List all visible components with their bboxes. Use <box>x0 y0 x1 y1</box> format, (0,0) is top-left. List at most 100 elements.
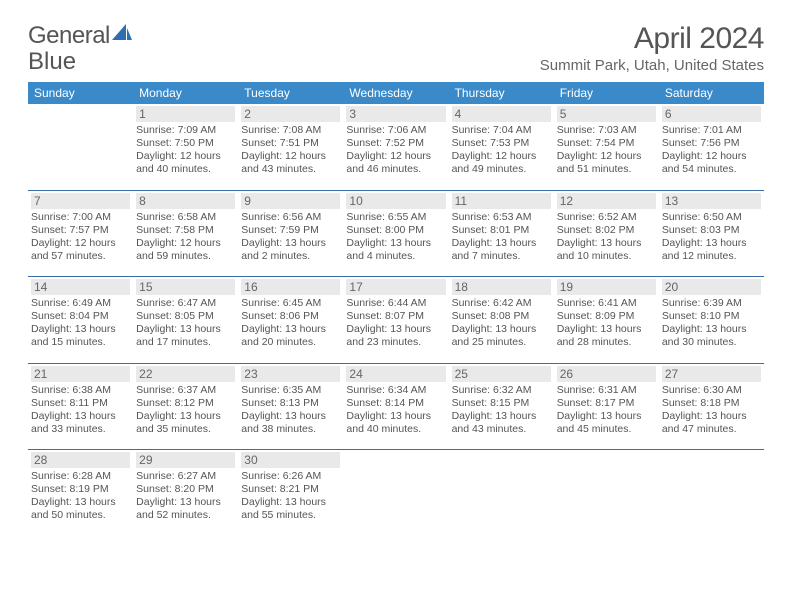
sunrise-line: Sunrise: 7:08 AM <box>241 124 340 137</box>
day-number: 18 <box>452 279 551 295</box>
day-number: 9 <box>241 193 340 209</box>
day-number: 13 <box>662 193 761 209</box>
daylight-line: Daylight: 13 hours and 52 minutes. <box>136 496 235 522</box>
sunset-line: Sunset: 8:07 PM <box>346 310 445 323</box>
day-info: Sunrise: 6:31 AMSunset: 8:17 PMDaylight:… <box>557 384 656 437</box>
day-info: Sunrise: 6:41 AMSunset: 8:09 PMDaylight:… <box>557 297 656 350</box>
day-info: Sunrise: 6:38 AMSunset: 8:11 PMDaylight:… <box>31 384 130 437</box>
day-number: 27 <box>662 366 761 382</box>
logo: General <box>28 22 133 50</box>
daylight-line: Daylight: 12 hours and 43 minutes. <box>241 150 340 176</box>
daylight-line: Daylight: 13 hours and 4 minutes. <box>346 237 445 263</box>
day-info: Sunrise: 6:50 AMSunset: 8:03 PMDaylight:… <box>662 211 761 264</box>
day-cell: 25Sunrise: 6:32 AMSunset: 8:15 PMDayligh… <box>449 364 554 450</box>
day-info: Sunrise: 7:03 AMSunset: 7:54 PMDaylight:… <box>557 124 656 177</box>
daylight-line: Daylight: 13 hours and 40 minutes. <box>346 410 445 436</box>
dow-sunday: Sunday <box>28 82 133 104</box>
sunrise-line: Sunrise: 6:35 AM <box>241 384 340 397</box>
daylight-line: Daylight: 13 hours and 28 minutes. <box>557 323 656 349</box>
day-cell: 27 Sunrise: 6:30 AMSunset: 8:18 PMDayligh… <box>659 364 764 450</box>
day-cell: 11Sunrise: 6:53 AMSunset: 8:01 PMDayligh… <box>449 191 554 277</box>
day-number: 25 <box>452 366 551 382</box>
day-info: Sunrise: 7:01 AMSunset: 7:56 PMDaylight:… <box>662 124 761 177</box>
sunrise-line: Sunrise: 6:53 AM <box>452 211 551 224</box>
day-info: Sunrise: 7:09 AMSunset: 7:50 PMDaylight:… <box>136 124 235 177</box>
header: General April 2024 Summit Park, Utah, Un… <box>28 22 764 74</box>
calendar-table: Sunday Monday Tuesday Wednesday Thursday… <box>28 82 764 536</box>
page-subtitle: Summit Park, Utah, United States <box>540 57 764 74</box>
day-cell: 8Sunrise: 6:58 AMSunset: 7:58 PMDaylight… <box>133 191 238 277</box>
day-cell: 18Sunrise: 6:42 AMSunset: 8:08 PMDayligh… <box>449 277 554 363</box>
day-number: 3 <box>346 106 445 122</box>
dow-wednesday: Wednesday <box>343 82 448 104</box>
sunset-line: Sunset: 7:52 PM <box>346 137 445 150</box>
sunset-line: Sunset: 8:03 PM <box>662 224 761 237</box>
day-number: 29 <box>136 452 235 468</box>
sunset-line: Sunset: 8:20 PM <box>136 483 235 496</box>
sunset-line: Sunset: 7:54 PM <box>557 137 656 150</box>
daylight-line: Daylight: 13 hours and 17 minutes. <box>136 323 235 349</box>
day-cell: 24Sunrise: 6:34 AMSunset: 8:14 PMDayligh… <box>343 364 448 450</box>
sunset-line: Sunset: 8:14 PM <box>346 397 445 410</box>
sunrise-line: Sunrise: 7:09 AM <box>136 124 235 137</box>
day-cell: 2Sunrise: 7:08 AMSunset: 7:51 PMDaylight… <box>238 104 343 190</box>
week-row: 21Sunrise: 6:38 AMSunset: 8:11 PMDayligh… <box>28 364 764 450</box>
day-info: Sunrise: 6:52 AMSunset: 8:02 PMDaylight:… <box>557 211 656 264</box>
sunrise-line: Sunrise: 6:34 AM <box>346 384 445 397</box>
sunset-line: Sunset: 7:56 PM <box>662 137 761 150</box>
logo-text-1: General <box>28 22 110 50</box>
day-cell: 17Sunrise: 6:44 AMSunset: 8:07 PMDayligh… <box>343 277 448 363</box>
sunrise-line: Sunrise: 6:28 AM <box>31 470 130 483</box>
sunset-line: Sunset: 8:08 PM <box>452 310 551 323</box>
day-cell: 21 Sunrise: 6:38 AMSunset: 8:11 PMDayligh… <box>28 364 133 450</box>
daylight-line: Daylight: 13 hours and 55 minutes. <box>241 496 340 522</box>
sunrise-line: Sunrise: 6:39 AM <box>662 297 761 310</box>
day-cell: 7 Sunrise: 7:00 AMSunset: 7:57 PMDaylight… <box>28 191 133 277</box>
day-number: 16 <box>241 279 340 295</box>
day-info: Sunrise: 6:58 AMSunset: 7:58 PMDaylight:… <box>136 211 235 264</box>
sunrise-line: Sunrise: 6:42 AM <box>452 297 551 310</box>
daylight-line: Daylight: 13 hours and 50 minutes. <box>31 496 130 522</box>
day-cell <box>28 104 133 190</box>
sunrise-line: Sunrise: 6:32 AM <box>452 384 551 397</box>
dow-thursday: Thursday <box>449 82 554 104</box>
dow-friday: Friday <box>554 82 659 104</box>
daylight-line: Daylight: 12 hours and 40 minutes. <box>136 150 235 176</box>
sunrise-line: Sunrise: 6:44 AM <box>346 297 445 310</box>
sunrise-line: Sunrise: 6:52 AM <box>557 211 656 224</box>
sunrise-line: Sunrise: 6:45 AM <box>241 297 340 310</box>
day-number: 7 <box>31 193 130 209</box>
day-cell: 9Sunrise: 6:56 AMSunset: 7:59 PMDaylight… <box>238 191 343 277</box>
sunset-line: Sunset: 8:00 PM <box>346 224 445 237</box>
daylight-line: Daylight: 13 hours and 30 minutes. <box>662 323 761 349</box>
day-info: Sunrise: 6:37 AMSunset: 8:12 PMDaylight:… <box>136 384 235 437</box>
sunrise-line: Sunrise: 7:06 AM <box>346 124 445 137</box>
day-number: 28 <box>31 452 130 468</box>
sunset-line: Sunset: 8:01 PM <box>452 224 551 237</box>
daylight-line: Daylight: 12 hours and 57 minutes. <box>31 237 130 263</box>
day-info: Sunrise: 6:47 AMSunset: 8:05 PMDaylight:… <box>136 297 235 350</box>
day-cell: 30Sunrise: 6:26 AMSunset: 8:21 PMDayligh… <box>238 450 343 536</box>
day-number: 21 <box>31 366 130 382</box>
day-info: Sunrise: 6:55 AMSunset: 8:00 PMDaylight:… <box>346 211 445 264</box>
day-number: 6 <box>662 106 761 122</box>
week-row: 28Sunrise: 6:28 AMSunset: 8:19 PMDayligh… <box>28 450 764 536</box>
day-info: Sunrise: 7:04 AMSunset: 7:53 PMDaylight:… <box>452 124 551 177</box>
sunset-line: Sunset: 8:09 PM <box>557 310 656 323</box>
sunrise-line: Sunrise: 6:50 AM <box>662 211 761 224</box>
sunrise-line: Sunrise: 6:38 AM <box>31 384 130 397</box>
sunrise-line: Sunrise: 7:00 AM <box>31 211 130 224</box>
sunset-line: Sunset: 8:06 PM <box>241 310 340 323</box>
sail-icon <box>112 19 132 47</box>
day-number: 5 <box>557 106 656 122</box>
sunset-line: Sunset: 7:57 PM <box>31 224 130 237</box>
sunset-line: Sunset: 8:11 PM <box>31 397 130 410</box>
day-info: Sunrise: 6:30 AMSunset: 8:18 PMDaylight:… <box>662 384 761 437</box>
day-cell: 6 Sunrise: 7:01 AMSunset: 7:56 PMDaylight… <box>659 104 764 190</box>
dow-saturday: Saturday <box>659 82 764 104</box>
day-cell: 20Sunrise: 6:39 AMSunset: 8:10 PMDayligh… <box>659 277 764 363</box>
calendar-body: 1Sunrise: 7:09 AMSunset: 7:50 PMDaylight… <box>28 104 764 536</box>
day-number: 20 <box>662 279 761 295</box>
daylight-line: Daylight: 12 hours and 51 minutes. <box>557 150 656 176</box>
day-cell: 29Sunrise: 6:27 AMSunset: 8:20 PMDayligh… <box>133 450 238 536</box>
